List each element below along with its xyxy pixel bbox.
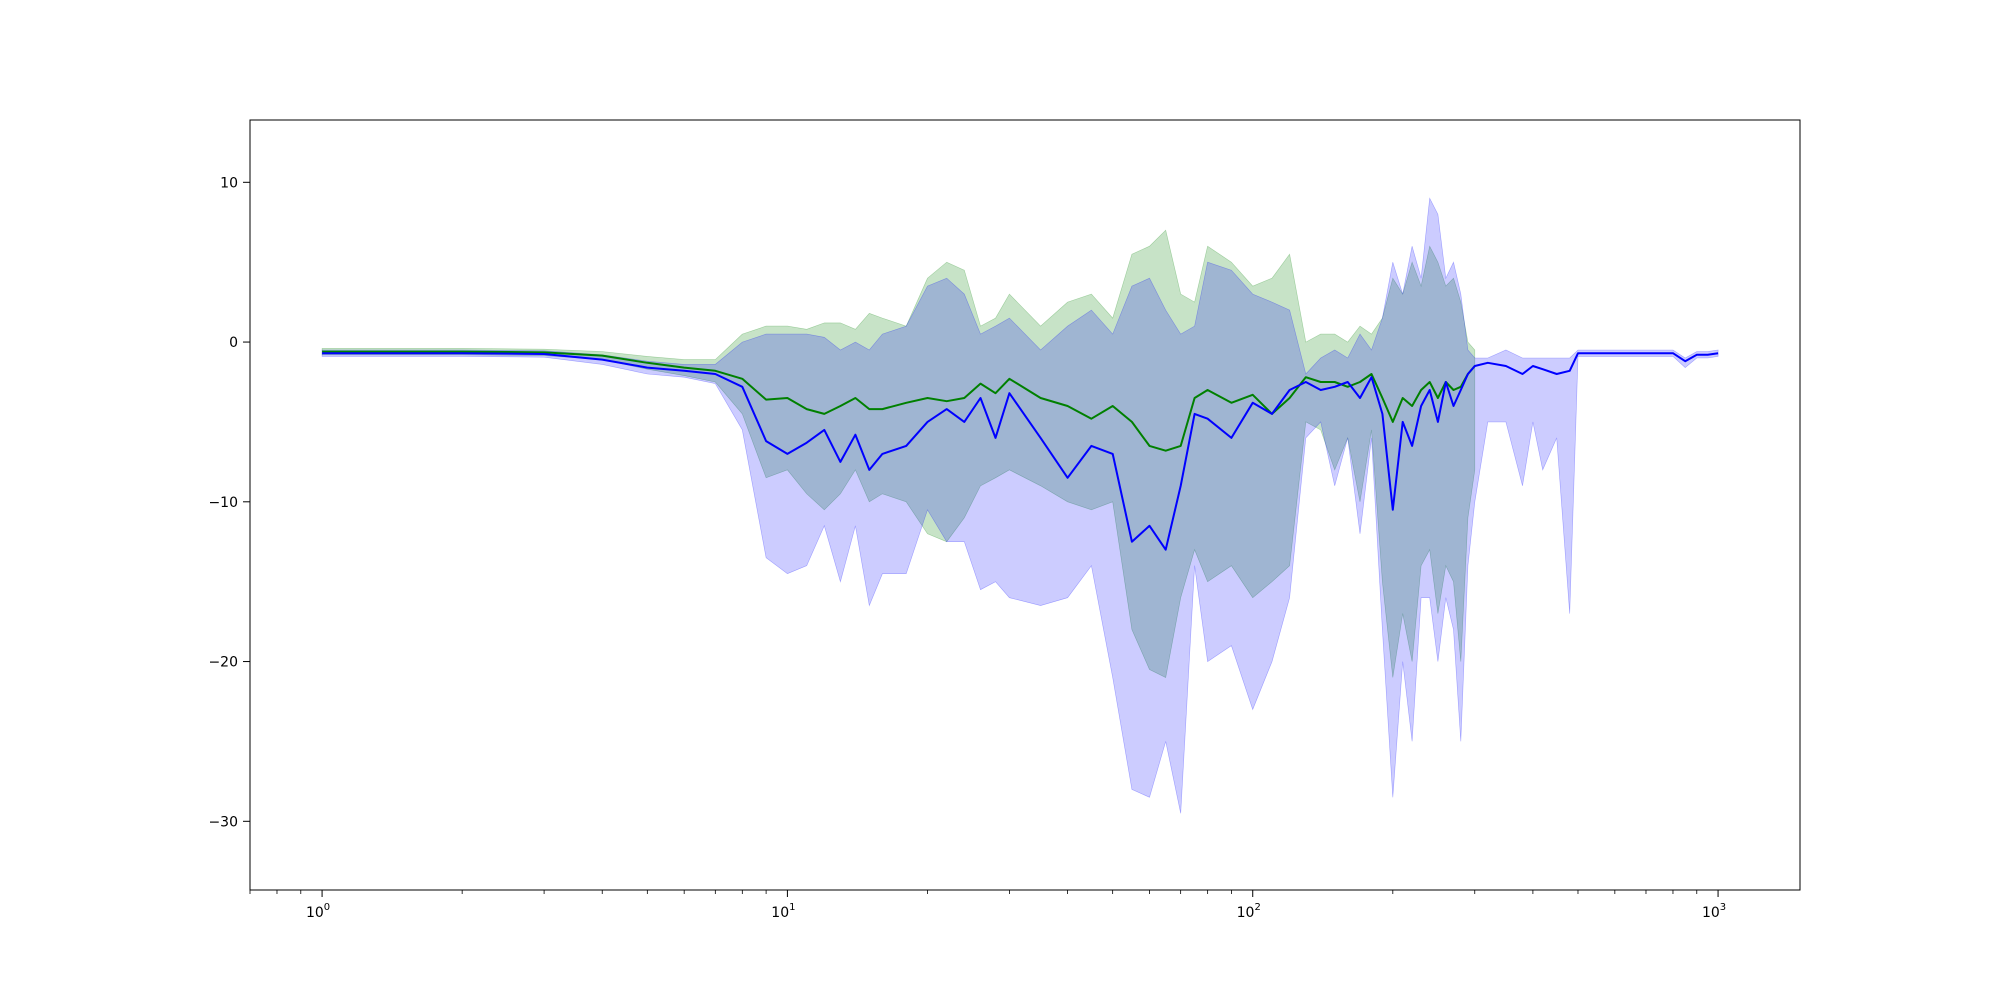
x-tick-exponent: 3 (1720, 902, 1726, 913)
confidence-bands (321, 197, 1719, 814)
x-tick-exponent: 0 (324, 902, 330, 913)
y-tick-label: 10 (220, 175, 238, 191)
line-series-2 (322, 350, 1476, 452)
y-tick-label: 0 (229, 335, 238, 351)
y-axis: 10 0 −10 −20 −30 (208, 175, 250, 830)
x-tick-exponent: 2 (1254, 902, 1260, 913)
series-lines (322, 350, 1719, 551)
x-tick-exponent: 1 (789, 902, 795, 913)
line-series-1 (322, 352, 1719, 551)
y-tick-label: −30 (208, 814, 238, 830)
band-series-2 (321, 229, 1476, 678)
plot-frame (249, 119, 1801, 891)
y-tick-label: −20 (208, 655, 238, 671)
y-tick-label: −10 (208, 495, 238, 511)
band-series-1 (321, 197, 1719, 814)
